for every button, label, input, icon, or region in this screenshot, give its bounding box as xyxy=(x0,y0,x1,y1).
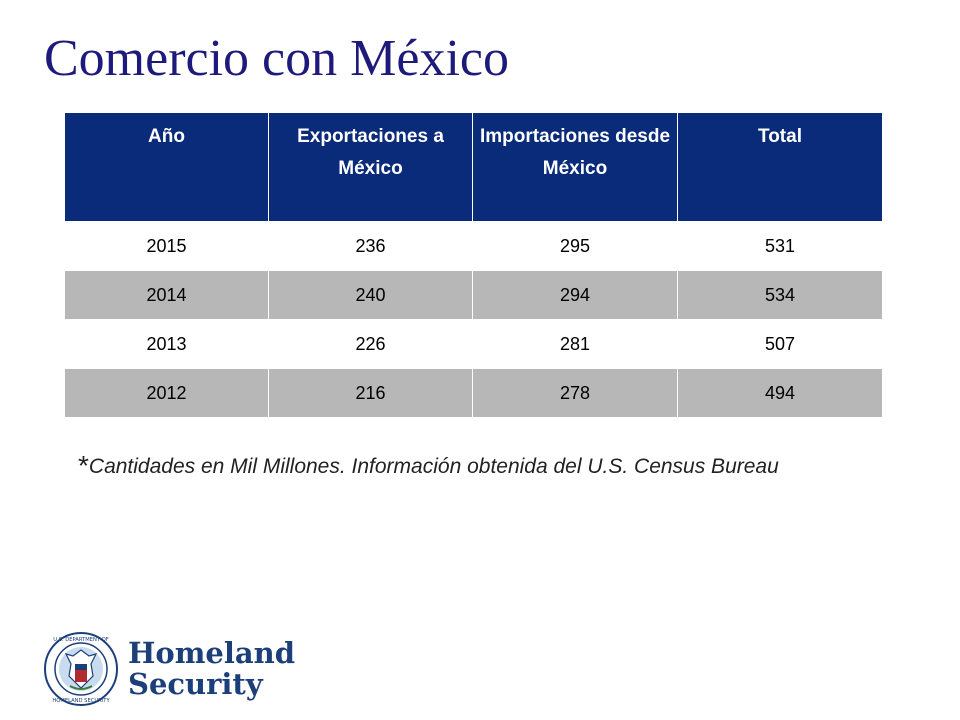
table-row: 2014 240 294 534 xyxy=(64,270,883,320)
cell-exports: 240 xyxy=(268,270,473,320)
cell-imports: 295 xyxy=(472,221,678,271)
dhs-wordmark: Homeland Security xyxy=(128,638,295,700)
footnote-text: Cantidades en Mil Millones. Información … xyxy=(88,455,779,478)
cell-total: 507 xyxy=(677,319,883,369)
brand-line-1: Homeland xyxy=(128,636,296,670)
slide-title: Comercio con México xyxy=(44,30,509,87)
cell-year: 2012 xyxy=(64,368,269,418)
cell-year: 2015 xyxy=(64,221,269,271)
cell-imports: 278 xyxy=(472,368,678,418)
table-header-row: Año Exportaciones a México Importaciones… xyxy=(64,112,883,222)
header-imports: Importaciones desde México xyxy=(472,112,678,222)
cell-total: 534 xyxy=(677,270,883,320)
header-year: Año xyxy=(64,112,269,222)
dhs-logo: U.S. DEPARTMENT OF HOMELAND SECURITY Hom… xyxy=(44,632,295,706)
footnote: *Cantidades en Mil Millones. Información… xyxy=(78,452,858,481)
header-total: Total xyxy=(677,112,883,222)
svg-text:HOMELAND SECURITY: HOMELAND SECURITY xyxy=(52,698,110,704)
footnote-asterisk: * xyxy=(78,450,89,481)
cell-total: 494 xyxy=(677,368,883,418)
table-row: 2012 216 278 494 xyxy=(64,368,883,418)
cell-exports: 226 xyxy=(268,319,473,369)
header-exports: Exportaciones a México xyxy=(268,112,473,222)
cell-year: 2014 xyxy=(64,270,269,320)
dhs-seal-icon: U.S. DEPARTMENT OF HOMELAND SECURITY xyxy=(44,632,118,706)
cell-exports: 236 xyxy=(268,221,473,271)
trade-table: Año Exportaciones a México Importaciones… xyxy=(64,112,883,418)
svg-text:U.S. DEPARTMENT OF: U.S. DEPARTMENT OF xyxy=(53,637,109,643)
table-row: 2015 236 295 531 xyxy=(64,221,883,271)
cell-total: 531 xyxy=(677,221,883,271)
cell-imports: 294 xyxy=(472,270,678,320)
cell-imports: 281 xyxy=(472,319,678,369)
cell-year: 2013 xyxy=(64,319,269,369)
brand-line-2: Security xyxy=(128,667,263,701)
table-row: 2013 226 281 507 xyxy=(64,319,883,369)
cell-exports: 216 xyxy=(268,368,473,418)
